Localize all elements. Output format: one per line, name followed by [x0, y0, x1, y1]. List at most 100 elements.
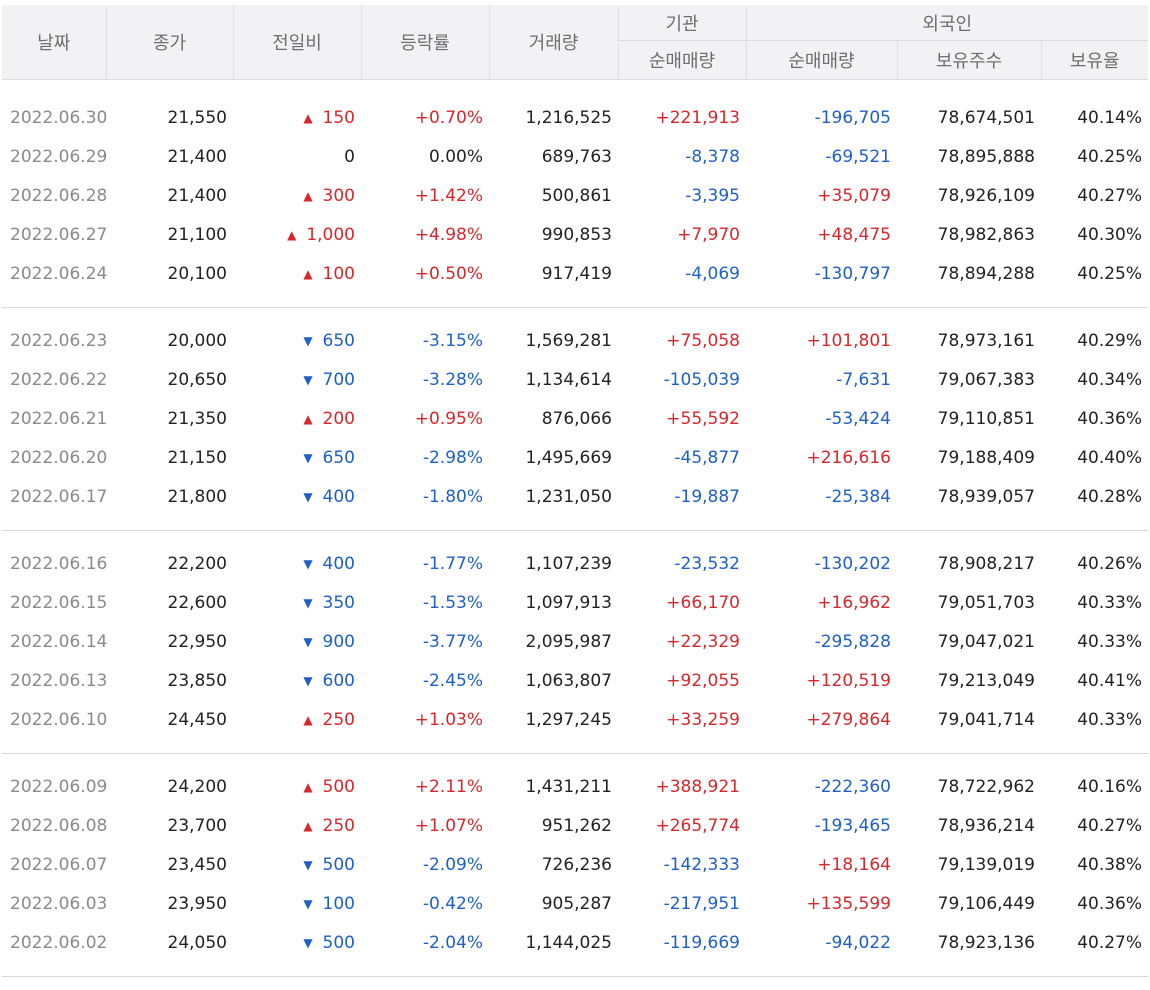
foreign-hold-cell: 78,982,863 [897, 215, 1041, 254]
date-cell: 2022.06.13 [2, 661, 106, 700]
diff-value: 600 [323, 671, 355, 691]
diff-cell: ▼100 [233, 884, 361, 923]
foreign-rate-cell: 40.27% [1041, 806, 1148, 845]
diff-cell: 0 [233, 137, 361, 176]
rate-cell: -1.53% [361, 583, 489, 622]
rate-cell: -2.09% [361, 845, 489, 884]
diff-value: 200 [323, 409, 355, 429]
foreign-rate-cell: 40.14% [1041, 98, 1148, 137]
header-foreign: 외국인 [746, 5, 1148, 41]
header-close: 종가 [106, 5, 233, 80]
inst-net-cell: +66,170 [618, 583, 746, 622]
close-cell: 23,450 [106, 845, 233, 884]
close-cell: 21,550 [106, 98, 233, 137]
volume-cell: 500,861 [489, 176, 618, 215]
diff-cell: ▲200 [233, 399, 361, 438]
foreign-rate-cell: 40.36% [1041, 399, 1148, 438]
inst-net-cell: +388,921 [618, 767, 746, 806]
triangle-down-icon: ▼ [303, 674, 312, 688]
date-cell: 2022.06.16 [2, 544, 106, 583]
volume-cell: 1,216,525 [489, 98, 618, 137]
date-cell: 2022.06.23 [2, 321, 106, 360]
diff-value: 150 [323, 108, 355, 128]
rate-cell: +0.70% [361, 98, 489, 137]
inst-net-cell: -3,395 [618, 176, 746, 215]
volume-cell: 876,066 [489, 399, 618, 438]
diff-value: 300 [323, 186, 355, 206]
close-cell: 21,400 [106, 176, 233, 215]
rate-cell: -1.80% [361, 477, 489, 516]
header-foreign-hold: 보유주수 [897, 41, 1041, 80]
divider-line [2, 976, 1148, 977]
diff-cell: ▲1,000 [233, 215, 361, 254]
foreign-hold-cell: 78,923,136 [897, 923, 1041, 962]
header-institution: 기관 [618, 5, 746, 41]
foreign-net-cell: -25,384 [746, 477, 897, 516]
inst-net-cell: -4,069 [618, 254, 746, 293]
close-cell: 24,200 [106, 767, 233, 806]
group-divider [2, 516, 1148, 544]
triangle-down-icon: ▼ [303, 334, 312, 348]
inst-net-cell: -119,669 [618, 923, 746, 962]
diff-value: 650 [323, 331, 355, 351]
header-volume: 거래량 [489, 5, 618, 80]
rate-cell: -2.04% [361, 923, 489, 962]
foreign-net-cell: +48,475 [746, 215, 897, 254]
diff-value: 250 [323, 816, 355, 836]
date-cell: 2022.06.30 [2, 98, 106, 137]
volume-cell: 1,231,050 [489, 477, 618, 516]
foreign-net-cell: +101,801 [746, 321, 897, 360]
divider-line [2, 307, 1148, 308]
inst-net-cell: -8,378 [618, 137, 746, 176]
close-cell: 21,800 [106, 477, 233, 516]
triangle-down-icon: ▼ [303, 858, 312, 872]
foreign-hold-cell: 79,047,021 [897, 622, 1041, 661]
diff-cell: ▲250 [233, 700, 361, 739]
foreign-rate-cell: 40.38% [1041, 845, 1148, 884]
volume-cell: 1,144,025 [489, 923, 618, 962]
divider-line [2, 753, 1148, 754]
foreign-net-cell: -130,797 [746, 254, 897, 293]
triangle-down-icon: ▼ [303, 490, 312, 504]
diff-cell: ▼400 [233, 544, 361, 583]
diff-cell: ▲250 [233, 806, 361, 845]
close-cell: 23,700 [106, 806, 233, 845]
date-cell: 2022.06.03 [2, 884, 106, 923]
date-cell: 2022.06.20 [2, 438, 106, 477]
foreign-net-cell: +135,599 [746, 884, 897, 923]
close-cell: 21,100 [106, 215, 233, 254]
table-top-spacer [2, 80, 1148, 99]
diff-value: 1,000 [306, 225, 355, 245]
diff-value: 400 [323, 487, 355, 507]
diff-value: 0 [344, 147, 355, 167]
diff-cell: ▼650 [233, 438, 361, 477]
volume-cell: 1,134,614 [489, 360, 618, 399]
header-date: 날짜 [2, 5, 106, 80]
volume-cell: 1,569,281 [489, 321, 618, 360]
diff-cell: ▲150 [233, 98, 361, 137]
foreign-rate-cell: 40.33% [1041, 583, 1148, 622]
diff-cell: ▲100 [233, 254, 361, 293]
foreign-net-cell: +279,864 [746, 700, 897, 739]
rate-cell: -1.77% [361, 544, 489, 583]
header-inst-net: 순매매량 [618, 41, 746, 80]
volume-cell: 1,107,239 [489, 544, 618, 583]
foreign-hold-cell: 79,139,019 [897, 845, 1041, 884]
foreign-hold-cell: 78,973,161 [897, 321, 1041, 360]
foreign-rate-cell: 40.33% [1041, 700, 1148, 739]
inst-net-cell: +221,913 [618, 98, 746, 137]
volume-cell: 1,063,807 [489, 661, 618, 700]
foreign-net-cell: +18,164 [746, 845, 897, 884]
